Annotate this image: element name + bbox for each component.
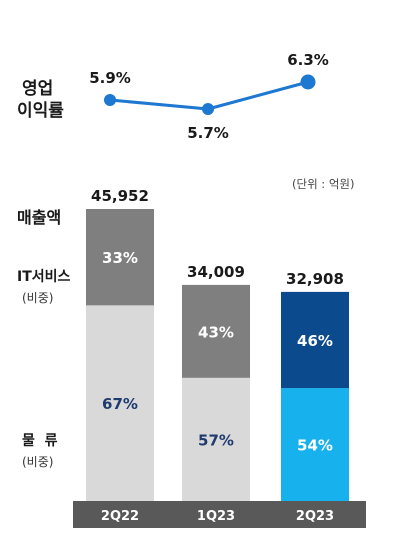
unit-note: (단위 : 억원) xyxy=(292,177,355,191)
it-service-sublabel: (비중) xyxy=(22,291,54,305)
logistics-sublabel: (비중) xyxy=(22,455,54,469)
category-label-2Q22: 2Q22 xyxy=(101,509,139,524)
margin-label-line-1: 영업 xyxy=(22,79,54,99)
margin-point-2Q22 xyxy=(104,94,116,106)
revenue-label: 매출액 xyxy=(17,208,62,227)
margin-point-1Q23 xyxy=(202,103,214,115)
label-logistics-1Q23: 57% xyxy=(198,431,234,449)
margin-label-2Q23: 6.3% xyxy=(287,51,329,69)
bar-logistics-2Q23 xyxy=(281,388,349,501)
label-logistics-2Q22: 67% xyxy=(102,395,138,413)
it-service-label: IT서비스 xyxy=(17,269,71,285)
label-logistics-2Q23: 54% xyxy=(297,437,333,455)
logistics-label: 물 류 xyxy=(22,433,58,449)
margin-label-line-2: 이익률 xyxy=(17,101,64,121)
margin-label-2Q22: 5.9% xyxy=(89,69,131,87)
category-band xyxy=(73,501,366,528)
label-revenue-1Q23: 34,009 xyxy=(187,263,245,281)
label-it-service-2Q23: 46% xyxy=(297,332,333,350)
label-revenue-2Q23: 32,908 xyxy=(286,270,344,288)
margin-label-1Q23: 5.7% xyxy=(187,124,229,142)
bar-it-service-2Q22 xyxy=(86,209,154,306)
label-it-service-2Q22: 33% xyxy=(102,249,138,267)
bar-logistics-2Q22 xyxy=(86,305,154,501)
bar-logistics-1Q23 xyxy=(182,377,250,501)
label-revenue-2Q22: 45,952 xyxy=(91,187,149,205)
bar-it-service-2Q23 xyxy=(281,291,349,389)
bar-it-service-1Q23 xyxy=(182,284,250,378)
category-label-1Q23: 1Q23 xyxy=(197,509,235,524)
category-label-2Q23: 2Q23 xyxy=(296,509,334,524)
label-it-service-1Q23: 43% xyxy=(198,323,234,341)
margin-point-2Q23 xyxy=(300,74,316,90)
